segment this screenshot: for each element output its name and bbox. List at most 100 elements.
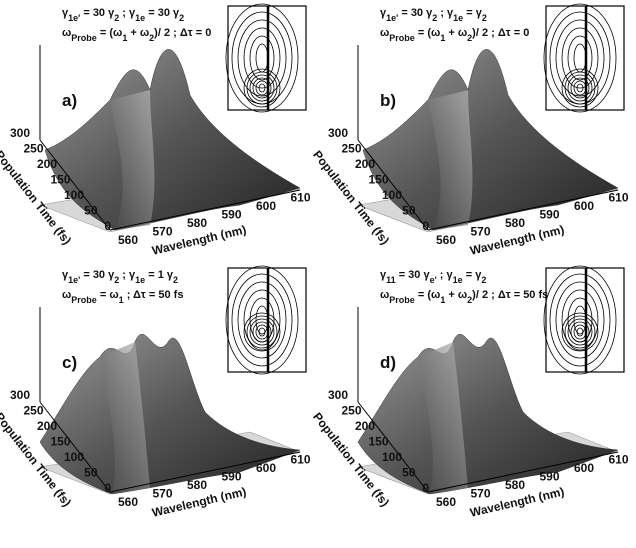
- subscript: 2: [482, 13, 487, 23]
- x-tick-label: 610: [290, 191, 310, 205]
- panel: γ1e' = 30 γ2 ; γ1e = 30 γ2 ωProbe = (ω1 +…: [0, 4, 311, 258]
- text-run: + ω: [127, 27, 149, 39]
- subscript: 1e': [68, 13, 80, 23]
- x-tick-label: 560: [436, 233, 456, 247]
- y-tick-label: 50: [84, 204, 98, 218]
- subscript: 1e: [135, 275, 145, 285]
- text-run: = 30 γ: [80, 7, 115, 19]
- parameter-text: ωProbe = (ω1 + ω2)/ 2 ; Δτ = 0: [62, 27, 211, 43]
- contour-inset: [226, 4, 306, 112]
- y-tick-label: 0: [104, 481, 111, 495]
- y-tick-label: 50: [84, 466, 98, 480]
- text-run: ω: [380, 289, 389, 301]
- x-tick-label: 600: [574, 461, 594, 475]
- parameter-text: γ11 = 30 γe' ; γ1e = γ2: [380, 269, 486, 285]
- x-tick-label: 610: [608, 453, 628, 467]
- text-run: = (ω: [415, 289, 441, 301]
- y-tick-label: 100: [382, 188, 402, 202]
- contour-inset: [544, 4, 624, 112]
- x-tick-label: 560: [436, 495, 456, 509]
- text-run: ; γ: [437, 269, 454, 281]
- text-run: = 30 γ: [80, 269, 115, 281]
- x-tick-label: 590: [539, 470, 559, 484]
- subscript: Probe: [389, 295, 415, 305]
- y-tick-label: 300: [328, 126, 348, 140]
- y-tick-label: 300: [328, 388, 348, 402]
- parameter-text: γ1e' = 30 γ2 ; γ1e = 30 γ2: [62, 7, 184, 23]
- y-tick-label: 150: [50, 435, 70, 449]
- subscript: Probe: [389, 33, 415, 43]
- y-tick-label: 100: [382, 450, 402, 464]
- text-run: )/ 2 ; Δτ = 50 fs: [472, 289, 548, 301]
- contour-inset: [544, 266, 624, 374]
- y-tick-label: 0: [422, 481, 429, 495]
- subscript: 2: [173, 275, 178, 285]
- x-tick-label: 590: [221, 470, 241, 484]
- x-tick-label: 600: [256, 199, 276, 213]
- panel-label: b): [380, 91, 396, 110]
- parameter-text: ωProbe = ω1 ; Δτ = 50 fs: [62, 289, 183, 305]
- x-tick-label: 600: [574, 199, 594, 213]
- y-tick-label: 0: [104, 219, 111, 233]
- x-tick-label: 560: [118, 233, 138, 247]
- text-run: + ω: [445, 289, 467, 301]
- y-tick-label: 50: [402, 466, 416, 480]
- x-tick-label: 570: [470, 225, 490, 239]
- text-run: )/ 2 ; Δτ = 0: [154, 27, 211, 39]
- text-run: + ω: [445, 27, 467, 39]
- y-tick-label: 300: [10, 388, 30, 402]
- x-tick-label: 570: [152, 225, 172, 239]
- text-run: = 1 γ: [145, 269, 174, 281]
- text-run: = γ: [463, 7, 483, 19]
- text-run: = 30 γ: [145, 7, 180, 19]
- text-run: = 30 γ: [396, 269, 431, 281]
- x-tick-label: 580: [187, 478, 207, 492]
- y-tick-label: 200: [355, 419, 375, 433]
- subscript: 2: [179, 13, 184, 23]
- parameter-text: γ1e' = 30 γ2 ; γ1e = γ2: [380, 7, 487, 23]
- text-run: = ω: [97, 289, 119, 301]
- subscript: 2: [481, 275, 486, 285]
- subscript: 1e: [453, 13, 463, 23]
- y-tick-label: 200: [37, 419, 57, 433]
- subscript: 1e': [386, 13, 398, 23]
- x-tick-label: 580: [505, 478, 525, 492]
- y-tick-label: 300: [10, 126, 30, 140]
- subscript: 1e: [453, 275, 463, 285]
- panel-label: c): [62, 353, 77, 372]
- panel: γ11 = 30 γe' ; γ1e = γ2ωProbe = (ω1 + ω2…: [310, 266, 629, 520]
- y-tick-label: 250: [341, 142, 361, 156]
- panel: γ1e' = 30 γ2 ; γ1e = γ2 ωProbe = (ω1 + ω2…: [310, 4, 629, 258]
- x-tick-label: 600: [256, 461, 276, 475]
- y-tick-label: 150: [50, 173, 70, 187]
- y-tick-label: 100: [64, 188, 84, 202]
- panel-label: a): [62, 91, 77, 110]
- x-tick-label: 580: [505, 216, 525, 230]
- subscript: Probe: [71, 33, 97, 43]
- x-tick-label: 610: [290, 453, 310, 467]
- figure: γ1e' = 30 γ2 ; γ1e = 30 γ2 ωProbe = (ω1 +…: [0, 0, 636, 548]
- y-tick-label: 50: [402, 204, 416, 218]
- subscript: 1e': [68, 275, 80, 285]
- x-tick-label: 610: [608, 191, 628, 205]
- text-run: ω: [380, 27, 389, 39]
- text-run: ; γ: [119, 269, 136, 281]
- parameter-text: γ1e' = 30 γ2 ; γ1e = 1 γ2: [62, 269, 178, 285]
- text-run: ω: [62, 289, 71, 301]
- subscript: Probe: [71, 295, 97, 305]
- x-tick-label: 570: [470, 487, 490, 501]
- x-tick-label: 580: [187, 216, 207, 230]
- parameter-text: ωProbe = (ω1 + ω2)/ 2 ; Δτ = 0: [380, 27, 529, 43]
- y-tick-label: 250: [23, 404, 43, 418]
- subscript: e': [430, 275, 437, 285]
- subscript: 11: [386, 275, 396, 285]
- x-tick-label: 570: [152, 487, 172, 501]
- x-tick-label: 590: [221, 208, 241, 222]
- text-run: )/ 2 ; Δτ = 0: [472, 27, 529, 39]
- y-tick-label: 150: [368, 173, 388, 187]
- text-run: = (ω: [415, 27, 441, 39]
- text-run: ; γ: [119, 7, 136, 19]
- x-tick-label: 560: [118, 495, 138, 509]
- y-tick-label: 250: [341, 404, 361, 418]
- y-tick-label: 0: [422, 219, 429, 233]
